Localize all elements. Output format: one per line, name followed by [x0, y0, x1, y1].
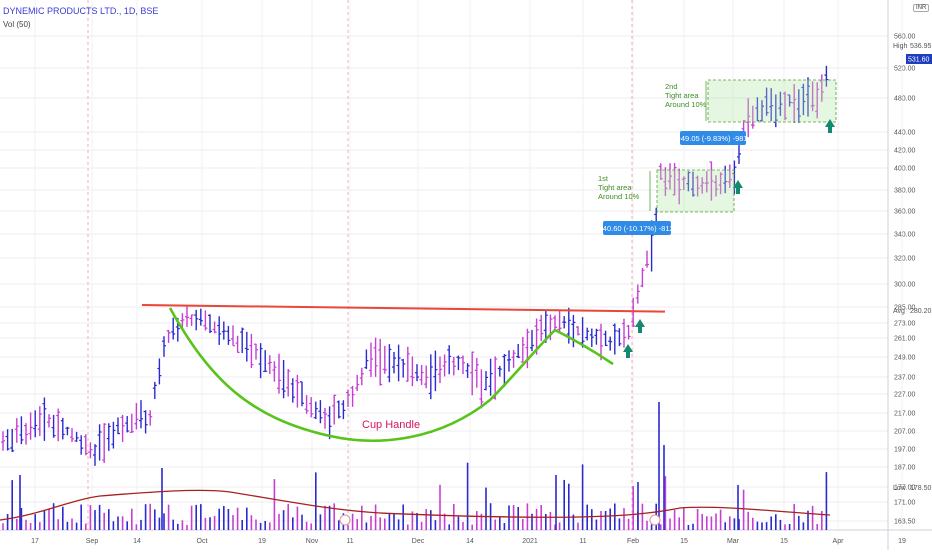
volume-indicator-label: Vol (50) — [3, 20, 31, 29]
x-tick-label: Nov — [306, 538, 319, 545]
y-tick-label: 520.00 — [894, 66, 916, 73]
breakout-arrow-icon — [635, 319, 645, 333]
tight-area-1-box — [656, 169, 735, 213]
y-tick-label: 207.00 — [894, 429, 916, 436]
y-tick-label: 249.00 — [894, 355, 916, 362]
volume-moving-average — [0, 489, 831, 521]
y-tick-label: 217.00 — [894, 411, 916, 418]
y-tick-label: 360.00 — [894, 209, 916, 216]
x-tick-label: 2021 — [522, 538, 538, 545]
event-marker-icon — [339, 514, 351, 526]
tight-area-1-label: Tight area — [598, 183, 632, 192]
last-price-value: 531.60 — [908, 57, 930, 64]
x-tick-label: 11 — [579, 538, 586, 545]
x-tick-label: Sep — [86, 538, 99, 545]
tight-area-2-label: 2nd — [665, 82, 678, 91]
tight-area-1-label: Around 10% — [598, 192, 640, 201]
cup-handle-label: Cup Handle — [362, 419, 420, 431]
x-tick-label: 11 — [346, 538, 353, 545]
handle-curve — [554, 328, 614, 366]
y-tick-label: 177.00 — [894, 485, 916, 492]
x-tick-label: Mar — [727, 538, 740, 545]
x-tick-label: 15 — [680, 538, 688, 545]
tight-area-2-box — [707, 79, 837, 123]
y-tick-label: 163.50 — [894, 519, 916, 526]
x-tick-label: 17 — [31, 538, 39, 545]
last-price-tag — [906, 54, 932, 64]
measure-1-label: -40.60 (-10.17%) -812 — [600, 224, 673, 233]
high-value: 536.95 — [910, 43, 932, 50]
measure-box-2 — [680, 131, 746, 145]
currency-tag[interactable]: INR — [913, 4, 930, 12]
low-value: 178.50 — [910, 485, 932, 492]
y-tick-label: 340.00 — [894, 232, 916, 239]
y-tick-label: 171.00 — [894, 500, 916, 507]
x-tick-label: Feb — [627, 538, 639, 545]
measure-box-1 — [603, 221, 671, 235]
chart-title: DYNEMIC PRODUCTS LTD., 1D, BSE — [3, 6, 159, 16]
y-tick-label: 300.00 — [894, 282, 916, 289]
y-tick-label: 237.00 — [894, 375, 916, 382]
tight-area-2-label: Tight area — [665, 91, 699, 100]
x-tick-label: Apr — [833, 538, 845, 545]
y-tick-label: 560.00 — [894, 34, 916, 41]
low-label: Low — [893, 485, 907, 492]
measure-2-label: -49.05 (-9.83%) -981 — [678, 134, 747, 143]
avg-label: Avg — [893, 308, 905, 315]
tight-area-2-label: Around 10% — [665, 100, 707, 109]
breakout-arrow-icon — [733, 180, 743, 194]
x-tick-label: 19 — [898, 538, 906, 545]
x-tick-label: 15 — [780, 538, 788, 545]
y-tick-label: 420.00 — [894, 148, 916, 155]
high-label: High — [893, 43, 908, 50]
breakout-arrow-icon — [623, 344, 633, 358]
avg-value: 280.20 — [910, 308, 932, 315]
cup-curve — [168, 307, 556, 442]
event-marker-icon — [649, 514, 661, 526]
y-tick-label: 440.00 — [894, 130, 916, 137]
y-tick-label: 400.00 — [894, 166, 916, 173]
breakout-arrow-icon — [825, 119, 835, 133]
x-tick-label: 14 — [466, 538, 474, 545]
y-tick-label: 227.00 — [894, 392, 916, 399]
y-tick-label: 285.00 — [894, 305, 916, 312]
y-tick-label: 261.00 — [894, 336, 916, 343]
resistance-line — [141, 304, 666, 313]
y-tick-label: 273.00 — [894, 321, 916, 328]
y-tick-label: 320.00 — [894, 256, 916, 263]
y-tick-label: 187.00 — [894, 465, 916, 472]
x-tick-label: 14 — [133, 538, 141, 545]
tight-area-1-label: 1st — [598, 174, 609, 183]
x-tick-label: Oct — [197, 538, 208, 545]
x-tick-label: Dec — [412, 538, 425, 545]
y-tick-label: 480.00 — [894, 96, 916, 103]
x-tick-label: 19 — [258, 538, 266, 545]
y-tick-label: 380.00 — [894, 188, 916, 195]
y-tick-label: 197.00 — [894, 447, 916, 454]
